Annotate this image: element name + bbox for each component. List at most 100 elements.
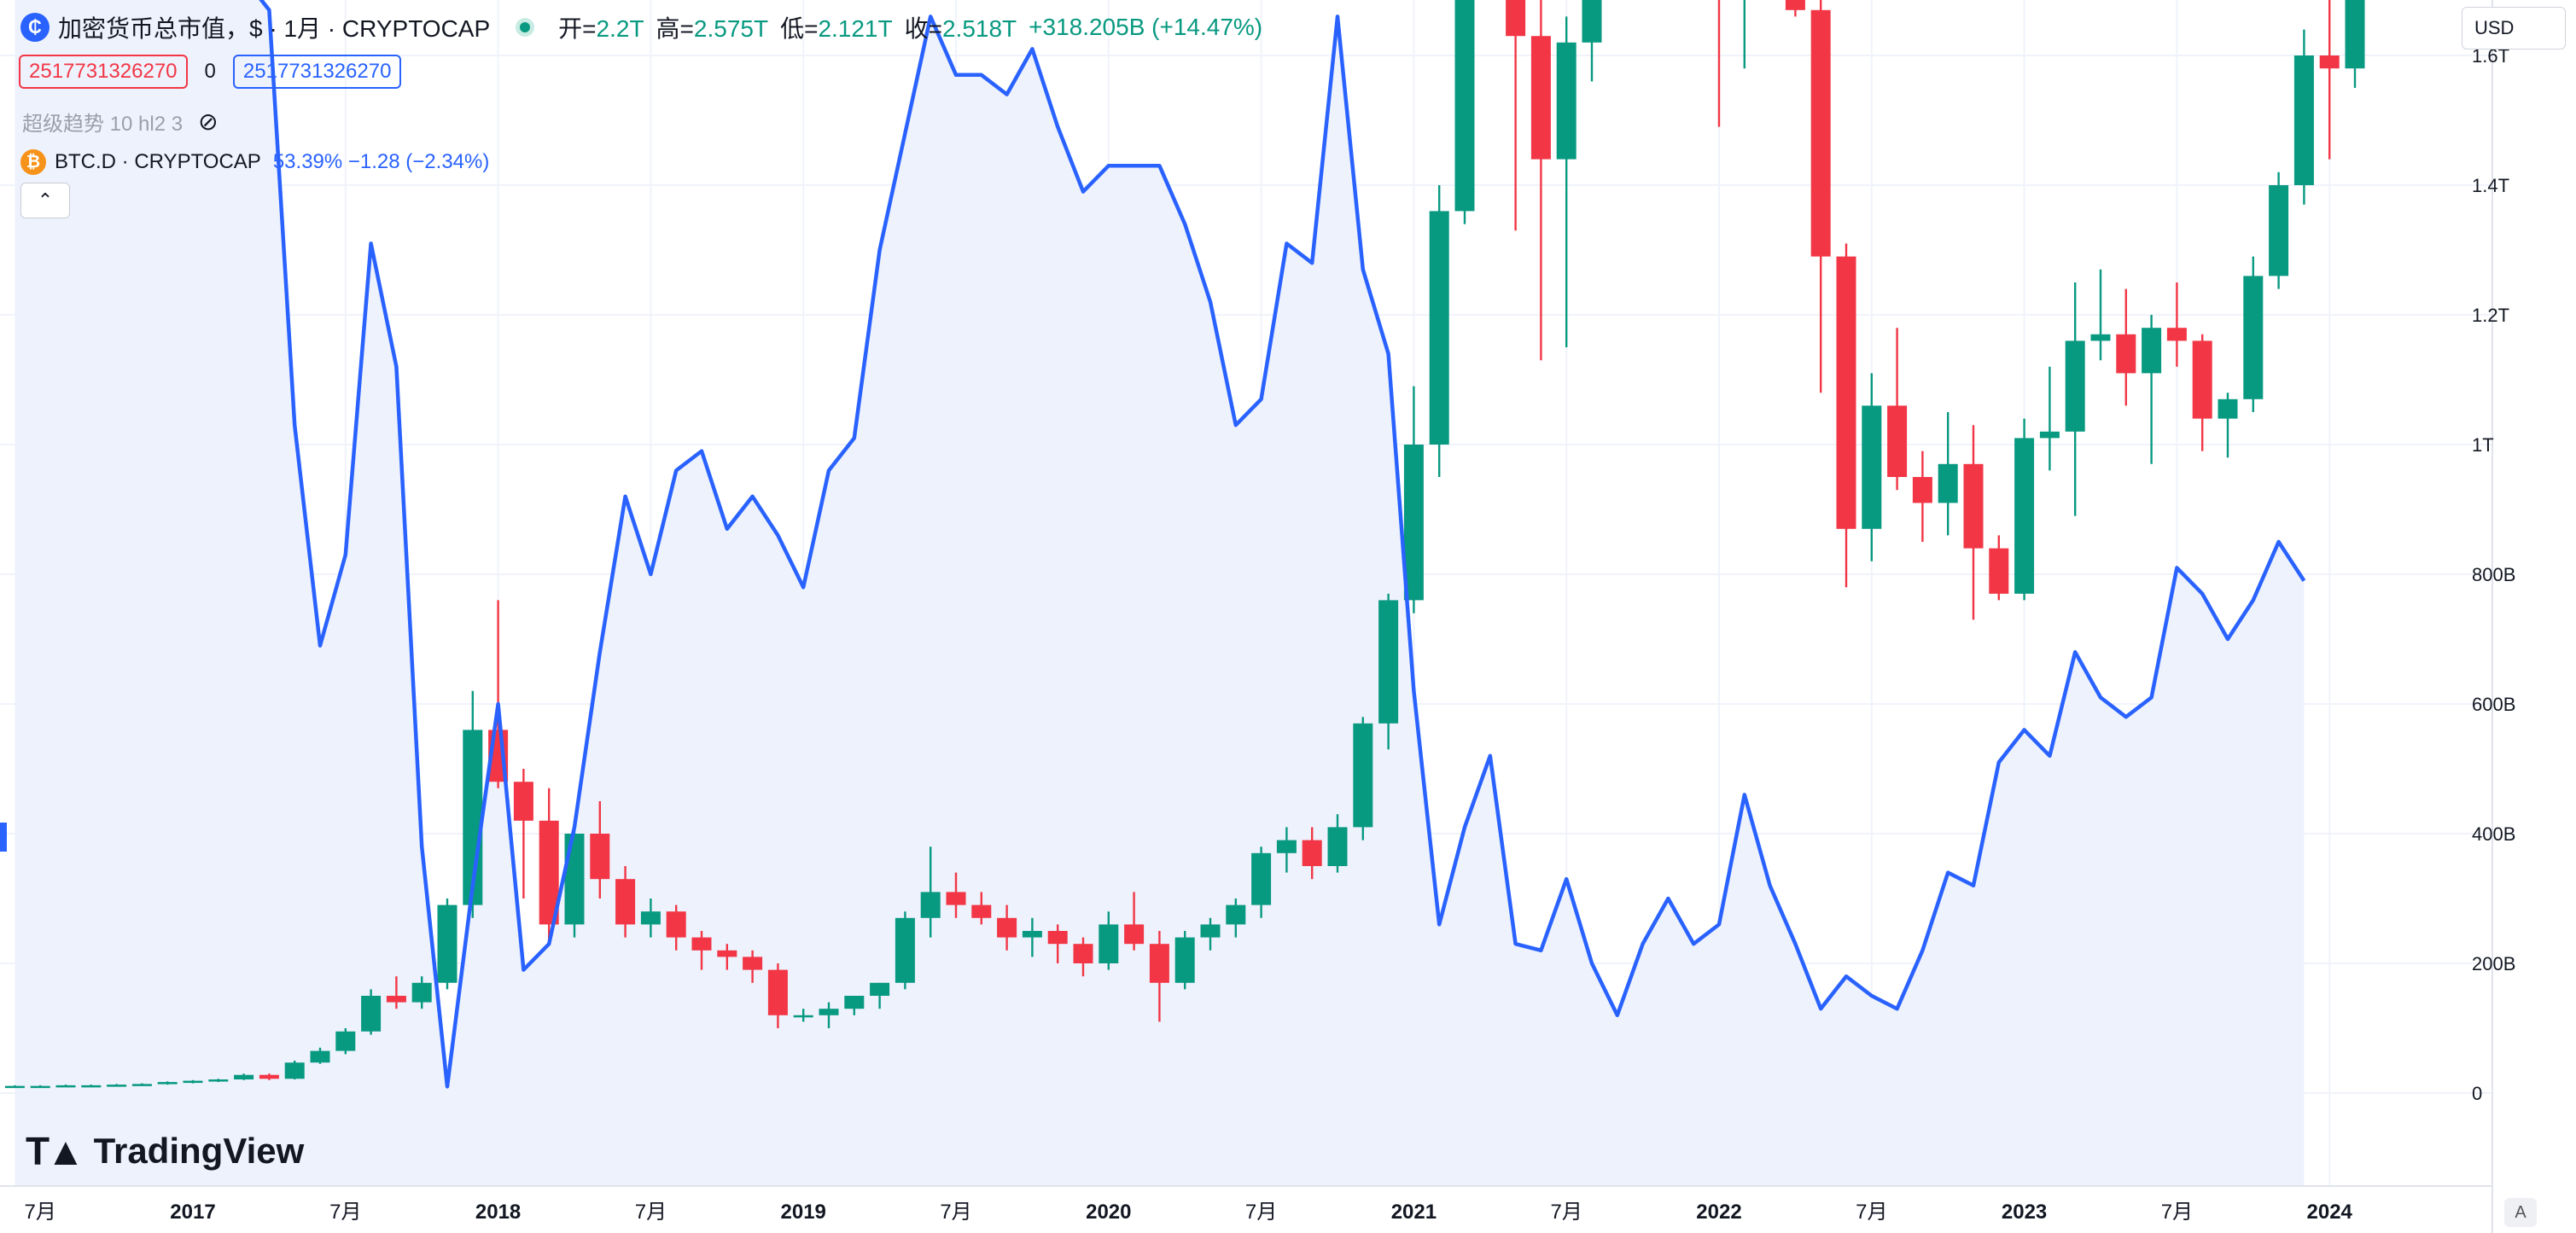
btcd-area-fill <box>15 0 2305 1186</box>
candle-body <box>1810 9 1831 257</box>
chevron-up-icon: ⌃ <box>37 189 54 211</box>
candle-body <box>615 879 636 925</box>
btcd-legend[interactable]: ₿ BTC.D · CRYPTOCAP 53.39% −1.28 (−2.34%… <box>20 147 489 177</box>
candle-body <box>1454 0 1475 212</box>
candle-body <box>81 1085 102 1088</box>
candle-body <box>2014 438 2035 594</box>
candle-body <box>2269 185 2289 276</box>
time-axis-label: 7月 <box>2161 1201 2193 1224</box>
candle-body <box>157 1082 178 1085</box>
price-axis-label: 400B <box>2472 823 2515 845</box>
tradingview-logo-icon: T▲ <box>26 1129 85 1173</box>
candle-body <box>2192 340 2212 419</box>
candle-body <box>386 996 406 1003</box>
candle-body <box>2243 276 2264 399</box>
candle-body <box>844 996 865 1009</box>
candle-body <box>1174 937 1195 983</box>
candle-body <box>310 1050 330 1063</box>
candle-body <box>1251 852 1272 905</box>
candle-body <box>1836 256 1856 529</box>
candle-body <box>361 996 382 1032</box>
candle-body <box>1556 42 1576 160</box>
candle-body <box>2166 328 2187 341</box>
candle-body <box>2039 431 2060 439</box>
time-axis-label: 2021 <box>1391 1201 1437 1224</box>
candle-body <box>767 969 788 1015</box>
candle-body <box>2319 55 2340 69</box>
collapse-legend-button[interactable]: ⌃ <box>20 183 70 218</box>
symbol-title[interactable]: 加密货币总市值，$ · 1月 · CRYPTOCAP <box>58 15 491 42</box>
candle-body <box>1047 931 1068 945</box>
candle-body <box>920 892 941 918</box>
time-axis-label: 7月 <box>1856 1201 1887 1224</box>
candle-body <box>1327 827 1348 866</box>
candle-body <box>564 834 585 925</box>
time-axis-label: 2019 <box>781 1201 826 1224</box>
time-axis-label: 2018 <box>475 1201 521 1224</box>
candle-body <box>640 911 661 925</box>
candle-body <box>437 904 458 983</box>
price-axis-label: 1T <box>2472 434 2494 456</box>
candle-body <box>1989 548 2009 594</box>
price-axis-label: 200B <box>2472 953 2515 974</box>
candle-body <box>1302 840 1322 866</box>
ohlc-low: 低=2.121T <box>780 15 893 42</box>
ohlc-open: 开=2.2T <box>558 15 644 42</box>
candle-body <box>997 917 1017 938</box>
candle-body <box>30 1085 50 1089</box>
candle-body <box>4 1085 25 1089</box>
left-scale-marker[interactable] <box>0 823 7 852</box>
candle-body <box>1938 463 1958 503</box>
market-status-icon[interactable] <box>516 18 535 37</box>
candle-body <box>691 937 712 951</box>
candle-body <box>2116 334 2136 374</box>
candle-body <box>666 911 686 938</box>
candle-body <box>1862 405 1882 529</box>
tradingview-logo[interactable]: T▲ TradingView <box>26 1128 304 1174</box>
candle-body <box>971 904 992 918</box>
supertrend-label: 超级趋势 10 hl2 3 <box>22 112 184 136</box>
candle-body <box>259 1074 279 1079</box>
candle-body <box>513 782 533 821</box>
candle-body <box>2065 340 2085 432</box>
candle-body <box>819 1009 839 1015</box>
time-axis-label: 2022 <box>1696 1201 1741 1224</box>
auto-scale-button[interactable]: A <box>2504 1198 2537 1227</box>
candle-body <box>895 917 915 983</box>
candle-body <box>1429 211 1449 445</box>
supertrend-legend[interactable]: 超级趋势 10 hl2 3 ⊘ <box>22 106 219 137</box>
currency-select[interactable]: USD <box>2462 7 2566 49</box>
time-axis-label: 7月 <box>1551 1201 1582 1224</box>
time-axis-label: 2023 <box>2002 1201 2047 1224</box>
candle-body <box>234 1074 254 1080</box>
candle-body <box>2142 328 2162 374</box>
coin-icon: ₵ <box>20 13 50 42</box>
bitcoin-icon: ₿ <box>20 149 46 175</box>
candle-body <box>1530 36 1551 160</box>
eye-off-icon[interactable]: ⊘ <box>198 108 219 135</box>
candle-body <box>1887 405 1908 477</box>
indicator-value-red[interactable]: 2517731326270 <box>19 55 188 89</box>
candle-body <box>1124 924 1145 945</box>
time-axis-label: 2017 <box>170 1201 215 1224</box>
indicator-value-blue[interactable]: 2517731326270 <box>232 55 402 89</box>
indicator-values-row: 2517731326270 0 2517731326270 <box>19 53 402 90</box>
candle-body <box>1785 0 1805 10</box>
candle-body <box>590 834 610 880</box>
candle-body <box>1963 463 1984 549</box>
btcd-line <box>259 0 2306 1089</box>
btcd-values: 53.39% −1.28 (−2.34%) <box>272 150 490 173</box>
price-axis-label: 0 <box>2472 1083 2482 1104</box>
candle-body <box>284 1062 305 1079</box>
candle-body <box>1378 600 1399 724</box>
candle-body <box>208 1079 229 1082</box>
candle-body <box>411 982 432 1003</box>
candle-body <box>2090 334 2111 341</box>
candle-body <box>335 1031 356 1051</box>
candle-body <box>1403 445 1424 601</box>
candle-body <box>183 1080 203 1084</box>
price-axis-label: 1.4T <box>2472 175 2509 196</box>
candle-body <box>55 1085 76 1088</box>
candle-body <box>1353 723 1373 828</box>
